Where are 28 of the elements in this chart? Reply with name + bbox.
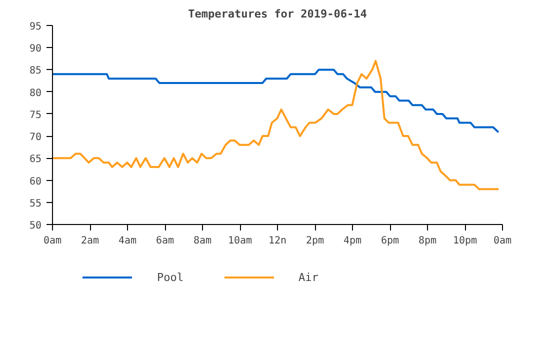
legend-label: Air — [298, 270, 318, 284]
y-tick-label: 65 — [29, 154, 42, 166]
x-tick-label: 4pm — [343, 236, 362, 246]
x-tick-label: 10am — [228, 236, 252, 246]
y-tick-label: 55 — [29, 198, 42, 210]
x-tick-label: 8am — [193, 236, 212, 246]
y-tick-label: 90 — [29, 44, 42, 55]
line-series — [52, 68, 499, 133]
y-tick-label: 70 — [29, 132, 42, 144]
y-tick-label: 50 — [29, 220, 42, 232]
x-tick-label: 0am — [43, 236, 62, 246]
chart-title: Temperatures for 2019-06-14 — [188, 8, 368, 20]
legend-label: Pool — [157, 270, 184, 284]
x-tick-label: 12n — [268, 236, 287, 246]
y-tick-label: 75 — [29, 110, 42, 121]
y-tick-label: 60 — [29, 176, 42, 188]
y-tick-label: 80 — [29, 88, 42, 99]
x-tick-label: 6am — [156, 236, 174, 246]
y-tick-label: 85 — [29, 66, 42, 77]
x-tick-label: 2am — [80, 236, 100, 246]
line-series — [52, 60, 499, 190]
x-tick-label: 2pm — [306, 236, 324, 246]
x-tick-label: 0am — [493, 236, 512, 246]
x-tick-label: 8pm — [418, 236, 437, 246]
y-tick-label: 95 — [29, 22, 42, 32]
x-tick-label: 10pm — [452, 236, 478, 246]
x-tick-label: 4am — [118, 236, 137, 246]
x-tick-label: 6pm — [380, 236, 400, 246]
